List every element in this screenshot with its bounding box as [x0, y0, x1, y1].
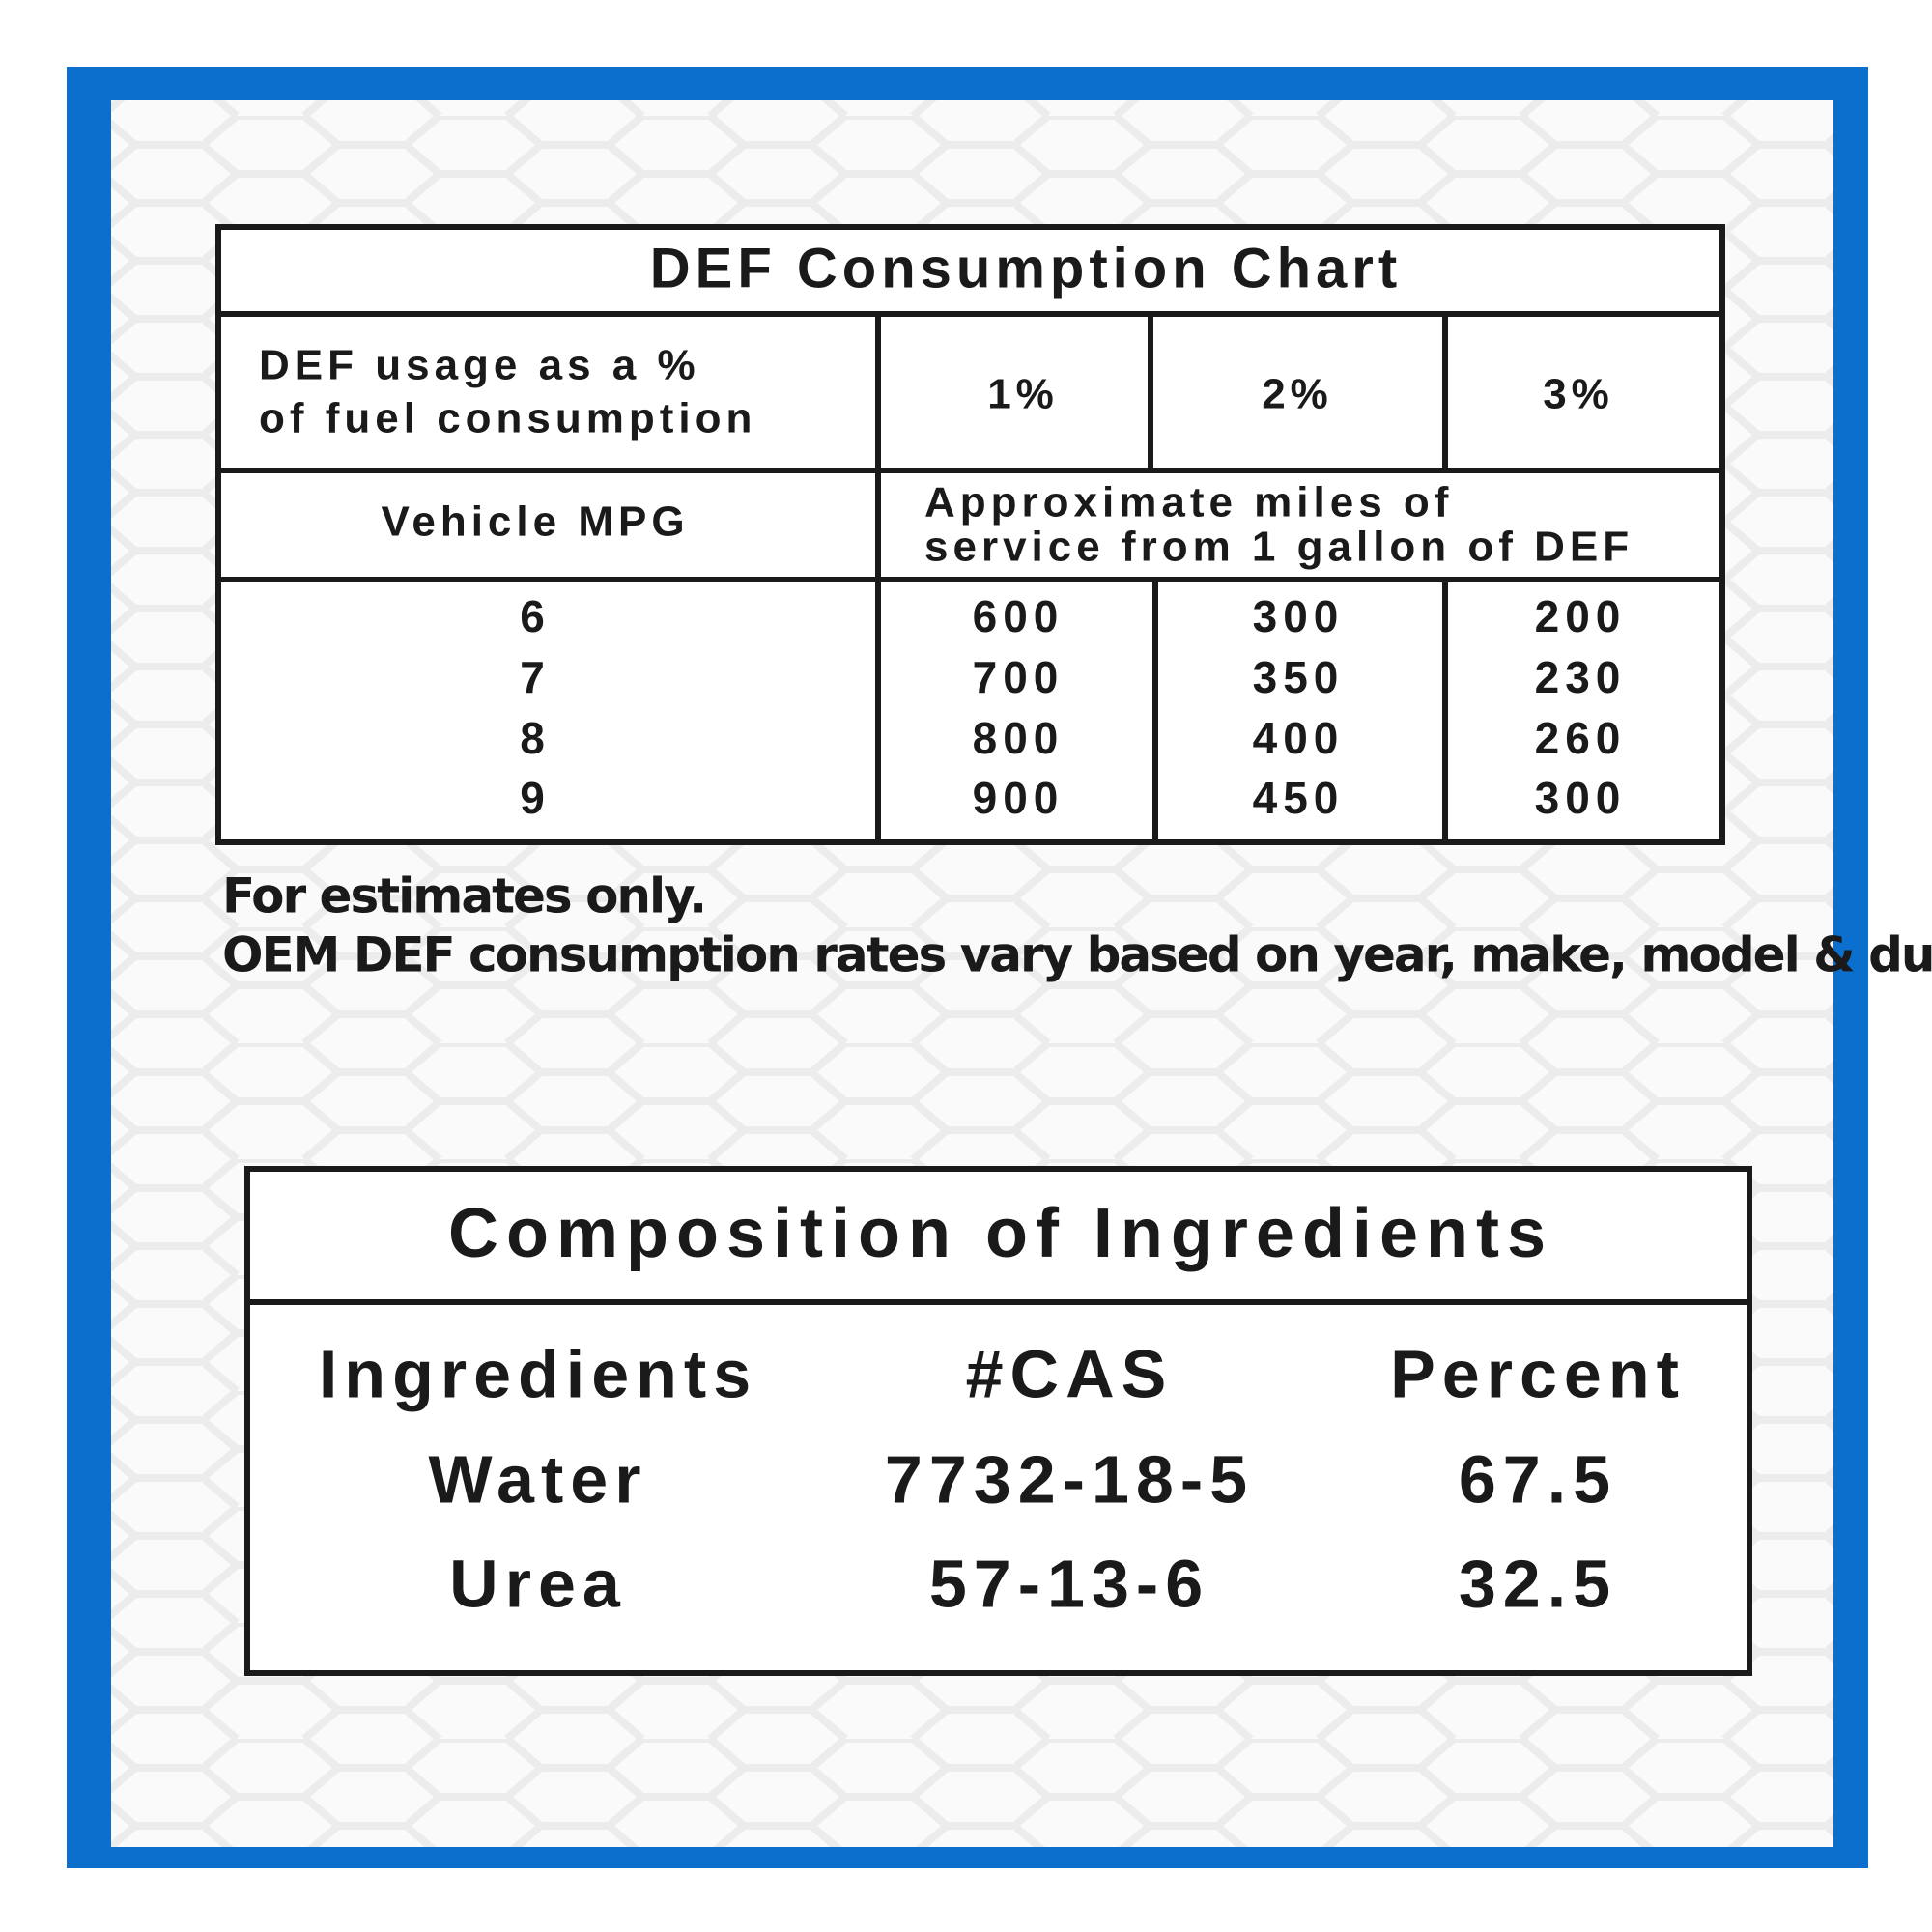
usage-label: DEF usage as a % — [259, 342, 700, 389]
table-title: DEF Consumption Chart — [650, 237, 1402, 299]
miles-value: 400 — [1253, 713, 1345, 763]
miles-value: 350 — [1253, 652, 1345, 702]
composition-table: Composition of Ingredients Ingredients #C… — [244, 1166, 1752, 1676]
cas-number: 7732-18-5 — [885, 1441, 1254, 1517]
cas-number: 57-13-6 — [929, 1546, 1209, 1621]
ingredient: Urea — [449, 1546, 627, 1621]
mpg-label: Vehicle MPG — [381, 498, 689, 546]
column-header: #CAS — [966, 1336, 1174, 1411]
mpg-value: 8 — [520, 713, 551, 763]
miles-value: 200 — [1535, 591, 1627, 641]
consumption-table: DEF Consumption Chart DEF usage as a % o… — [215, 224, 1725, 845]
mpg-value: 9 — [520, 773, 551, 823]
miles-value: 450 — [1253, 773, 1345, 823]
miles-label: Approximate miles of — [924, 479, 1453, 526]
miles-value: 900 — [973, 773, 1065, 823]
miles-value: 230 — [1535, 652, 1627, 702]
data-rows: Ingredients #CAS Percent Water 7732-18-5 67.5… — [319, 1336, 1686, 1621]
miles-value: 260 — [1535, 713, 1627, 763]
note: For estimates only. — [222, 868, 705, 924]
ingredient: Water — [429, 1441, 648, 1517]
table-title: Composition of Ingredients — [448, 1195, 1553, 1272]
mpg-value: 6 — [520, 591, 551, 641]
percent: 67.5 — [1459, 1441, 1617, 1517]
percent: 32.5 — [1459, 1546, 1617, 1621]
miles-value: 800 — [973, 713, 1065, 763]
note: OEM DEF consumption rates vary based on … — [222, 927, 1932, 983]
miles-value: 700 — [973, 652, 1065, 702]
usage-label: of fuel consumption — [259, 395, 756, 442]
miles-label: service from 1 gallon of DEF — [924, 524, 1634, 571]
miles-value: 600 — [973, 591, 1065, 641]
column-header: Percent — [1390, 1336, 1686, 1411]
usage-level: 1% — [987, 371, 1059, 418]
data-rows: 6 600 300 200 7 700 350 230 8 800 400 260 9 900 450 300 — [520, 591, 1627, 823]
miles-value: 300 — [1253, 591, 1345, 641]
usage-level: 3% — [1543, 371, 1614, 418]
miles-value: 300 — [1535, 773, 1627, 823]
usage-level: 2% — [1262, 371, 1333, 418]
table-frame — [244, 1166, 1752, 1676]
table-frame — [215, 224, 1725, 845]
mpg-value: 7 — [520, 652, 551, 702]
column-header: Ingredients — [319, 1336, 757, 1411]
